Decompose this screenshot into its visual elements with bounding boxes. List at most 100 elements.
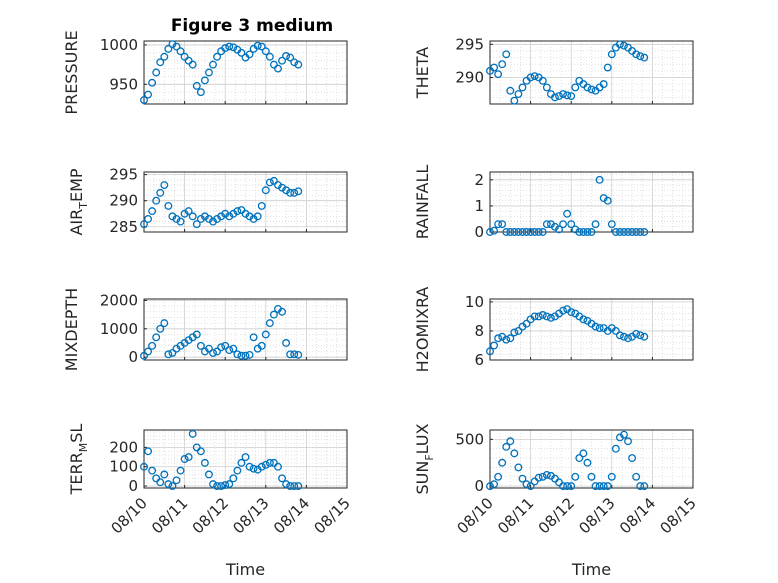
- data-point: [510, 228, 519, 236]
- data-point: [241, 351, 250, 360]
- data-point: [205, 470, 213, 479]
- data-point: [148, 466, 157, 475]
- data-point: [559, 306, 568, 315]
- y-tick-label: 1: [474, 197, 484, 215]
- y-tick-label: 1000: [100, 36, 138, 54]
- data-point: [514, 228, 523, 236]
- y-tick-label: 950: [109, 75, 138, 93]
- data-point: [286, 350, 295, 359]
- data-point: [172, 476, 181, 485]
- data-point: [245, 50, 254, 59]
- data-point: [579, 315, 588, 324]
- data-point: [502, 50, 511, 59]
- data-point: [591, 482, 600, 491]
- data-point: [506, 86, 515, 95]
- data-point: [486, 482, 494, 491]
- data-point: [290, 482, 299, 491]
- data-point: [265, 458, 274, 467]
- data-point: [587, 85, 596, 94]
- data-point: [551, 93, 559, 102]
- data-point: [274, 462, 282, 471]
- data-point: [514, 327, 523, 335]
- data-point: [490, 63, 499, 72]
- data-point: [221, 341, 230, 350]
- x-tick-label: 08/14: [616, 494, 659, 537]
- data-point: [200, 76, 209, 85]
- x-tick-label: 08/12: [535, 494, 578, 537]
- data-point: [229, 43, 238, 52]
- data-point: [233, 466, 242, 475]
- y-tick-label: 200: [109, 438, 138, 456]
- data-point: [200, 458, 209, 467]
- y-tick-label: 2: [474, 171, 484, 189]
- data-point: [144, 447, 153, 456]
- subplot-theta: 290 295 THETA: [413, 35, 694, 105]
- data-point: [282, 52, 291, 60]
- data-point: [632, 50, 641, 59]
- data-point: [205, 344, 213, 353]
- axes-box: [143, 298, 348, 361]
- data-point: [559, 220, 568, 229]
- data-point: [542, 220, 551, 229]
- data-point: [620, 41, 628, 50]
- data-point: [294, 187, 303, 196]
- data-point: [514, 463, 523, 472]
- data-point: [615, 331, 624, 340]
- data-point: [607, 50, 616, 59]
- data-point: [595, 482, 604, 491]
- data-point: [221, 481, 230, 490]
- data-point: [249, 464, 258, 473]
- data-point: [518, 83, 527, 92]
- y-axis-label: H2OMIXRA: [413, 287, 432, 373]
- data-point: [192, 220, 201, 229]
- data-point: [196, 447, 205, 456]
- data-point: [286, 53, 295, 62]
- data-point: [486, 228, 494, 236]
- data-point: [546, 313, 555, 322]
- y-axis-label: THETA: [413, 47, 432, 99]
- data-point: [587, 228, 596, 236]
- data-point: [494, 70, 503, 79]
- x-tick-label: 08/11: [148, 494, 191, 537]
- y-tick-label: 8: [474, 322, 484, 340]
- data-point: [278, 307, 286, 316]
- data-point: [184, 207, 193, 216]
- data-point: [498, 458, 507, 467]
- data-point: [563, 482, 572, 491]
- y-axis-label: PRESSURE: [62, 30, 81, 114]
- data-point: [555, 92, 563, 100]
- data-point: [152, 196, 161, 205]
- data-point: [542, 470, 551, 479]
- y-tick-label: 100: [109, 458, 138, 476]
- figure-title: Figure 3 medium: [171, 16, 333, 36]
- data-point: [636, 228, 645, 236]
- data-point: [148, 207, 157, 216]
- data-point: [213, 52, 222, 61]
- subplot-rainfall: 0 1 2 RAINFALL: [413, 165, 694, 241]
- data-point: [294, 60, 303, 69]
- data-point: [168, 40, 177, 49]
- subplot-sun-flux: 0 500 SUNFLUX 08/1008/1108/1208/1308/1408/1…: [413, 423, 700, 579]
- data-point: [180, 52, 189, 61]
- data-point: [636, 482, 645, 491]
- data-point: [518, 228, 527, 236]
- data-point: [522, 319, 531, 328]
- data-point: [518, 474, 527, 483]
- data-point: [269, 176, 278, 185]
- data-point: [530, 72, 539, 81]
- data-point: [176, 217, 185, 226]
- data-point: [522, 480, 531, 489]
- data-point: [196, 88, 205, 97]
- data-point: [225, 480, 234, 489]
- y-tick-label: 290: [109, 192, 138, 210]
- data-point: [534, 473, 543, 482]
- data-point: [209, 480, 217, 489]
- data-point: [611, 444, 620, 453]
- data-point: [229, 344, 238, 353]
- data-point: [188, 212, 197, 221]
- data-point: [148, 78, 157, 87]
- data-point: [640, 53, 649, 62]
- x-tick-label: 08/14: [270, 494, 313, 537]
- data-point: [502, 442, 511, 451]
